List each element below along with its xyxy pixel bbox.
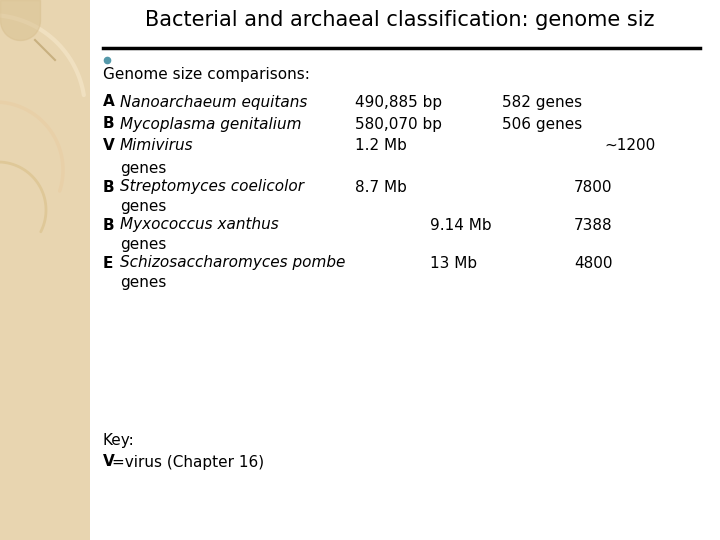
Text: 490,885 bp: 490,885 bp: [355, 94, 442, 110]
Text: 506 genes: 506 genes: [502, 117, 582, 132]
Text: 582 genes: 582 genes: [502, 94, 582, 110]
Text: B: B: [103, 117, 114, 132]
Text: Schizosaccharomyces pombe: Schizosaccharomyces pombe: [120, 255, 346, 271]
Text: Streptomyces coelicolor: Streptomyces coelicolor: [120, 179, 304, 194]
Text: 7388: 7388: [574, 218, 613, 233]
Text: 13 Mb: 13 Mb: [430, 255, 477, 271]
Text: genes: genes: [120, 199, 166, 213]
Text: Key:: Key:: [103, 433, 135, 448]
Text: =virus (Chapter 16): =virus (Chapter 16): [112, 455, 264, 469]
Text: B: B: [103, 179, 114, 194]
Text: ~1200: ~1200: [604, 138, 655, 153]
Text: E: E: [103, 255, 113, 271]
Text: 9.14 Mb: 9.14 Mb: [430, 218, 492, 233]
Text: Bacterial and archaeal classification: genome siz: Bacterial and archaeal classification: g…: [145, 10, 654, 30]
Text: 1.2 Mb: 1.2 Mb: [355, 138, 407, 153]
Text: Nanoarchaeum equitans: Nanoarchaeum equitans: [120, 94, 307, 110]
Text: Genome size comparisons:: Genome size comparisons:: [103, 66, 310, 82]
Bar: [0, 0, 90, 540]
Text: 8.7 Mb: 8.7 Mb: [355, 179, 407, 194]
Text: Mycoplasma genitalium: Mycoplasma genitalium: [120, 117, 302, 132]
Text: Myxococcus xanthus: Myxococcus xanthus: [120, 218, 279, 233]
Text: genes: genes: [120, 237, 166, 252]
Text: genes: genes: [120, 274, 166, 289]
Text: 7800: 7800: [574, 179, 613, 194]
Text: Mimivirus: Mimivirus: [120, 138, 194, 153]
Text: genes: genes: [120, 160, 166, 176]
Text: 580,070 bp: 580,070 bp: [355, 117, 442, 132]
Text: A: A: [103, 94, 114, 110]
Text: 4800: 4800: [574, 255, 613, 271]
Text: V: V: [103, 138, 114, 153]
Text: B: B: [103, 218, 114, 233]
Bar: [90, 0, 720, 540]
Text: V: V: [103, 455, 114, 469]
